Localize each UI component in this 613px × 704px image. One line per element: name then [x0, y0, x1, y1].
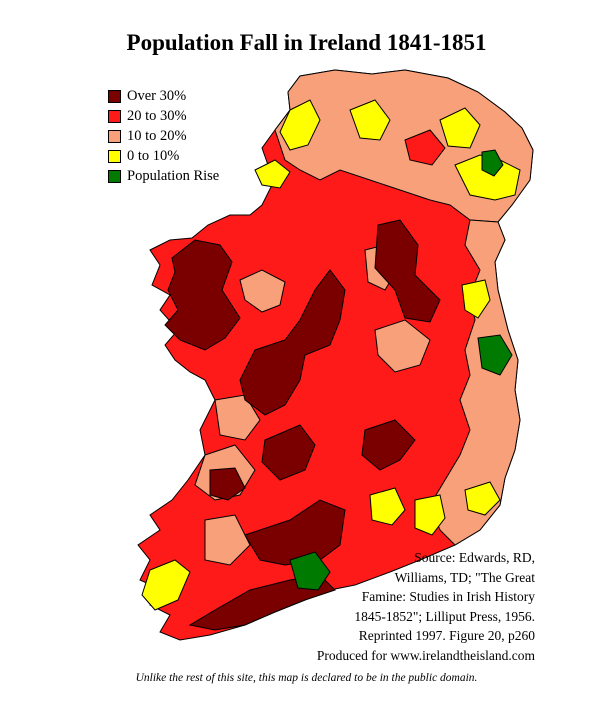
legend-label: Population Rise — [127, 167, 220, 184]
legend-item-population-rise: Population Rise — [108, 166, 219, 186]
legend-label: Over 30% — [127, 87, 187, 104]
legend-swatch — [108, 169, 121, 183]
source-line: Produced for www.irelandtheisland.com — [316, 647, 535, 663]
source-citation: Source: Edwards, RD, Williams, TD; "The … — [317, 548, 535, 665]
source-line: Famine: Studies in Irish History — [361, 589, 535, 604]
legend-swatch — [108, 149, 121, 163]
legend-swatch — [108, 129, 121, 143]
public-domain-note: Unlike the rest of this site, this map i… — [135, 672, 478, 684]
source-line: Williams, TD; "The Great — [394, 569, 535, 585]
source-line: 1845-1852"; Lilliput Press, 1956. — [354, 608, 535, 624]
legend-item-10-20: 10 to 20% — [108, 126, 219, 146]
legend-item-over-30: Over 30% — [108, 86, 219, 106]
legend-item-20-30: 20 to 30% — [108, 106, 219, 126]
source-line: Reprinted 1997. Figure 20, p260 — [358, 628, 535, 643]
legend-item-0-10: 0 to 10% — [108, 146, 219, 166]
legend-label: 20 to 30% — [127, 107, 187, 124]
legend-label: 0 to 10% — [127, 147, 180, 164]
legend: Over 30% 20 to 30% 10 to 20% 0 to 10% Po… — [108, 86, 219, 186]
legend-swatch — [108, 109, 121, 123]
legend-label: 10 to 20% — [127, 127, 187, 144]
map-title: Population Fall in Ireland 1841-1851 — [126, 30, 487, 55]
source-line: Source: Edwards, RD, — [414, 550, 535, 565]
legend-swatch — [108, 89, 121, 103]
